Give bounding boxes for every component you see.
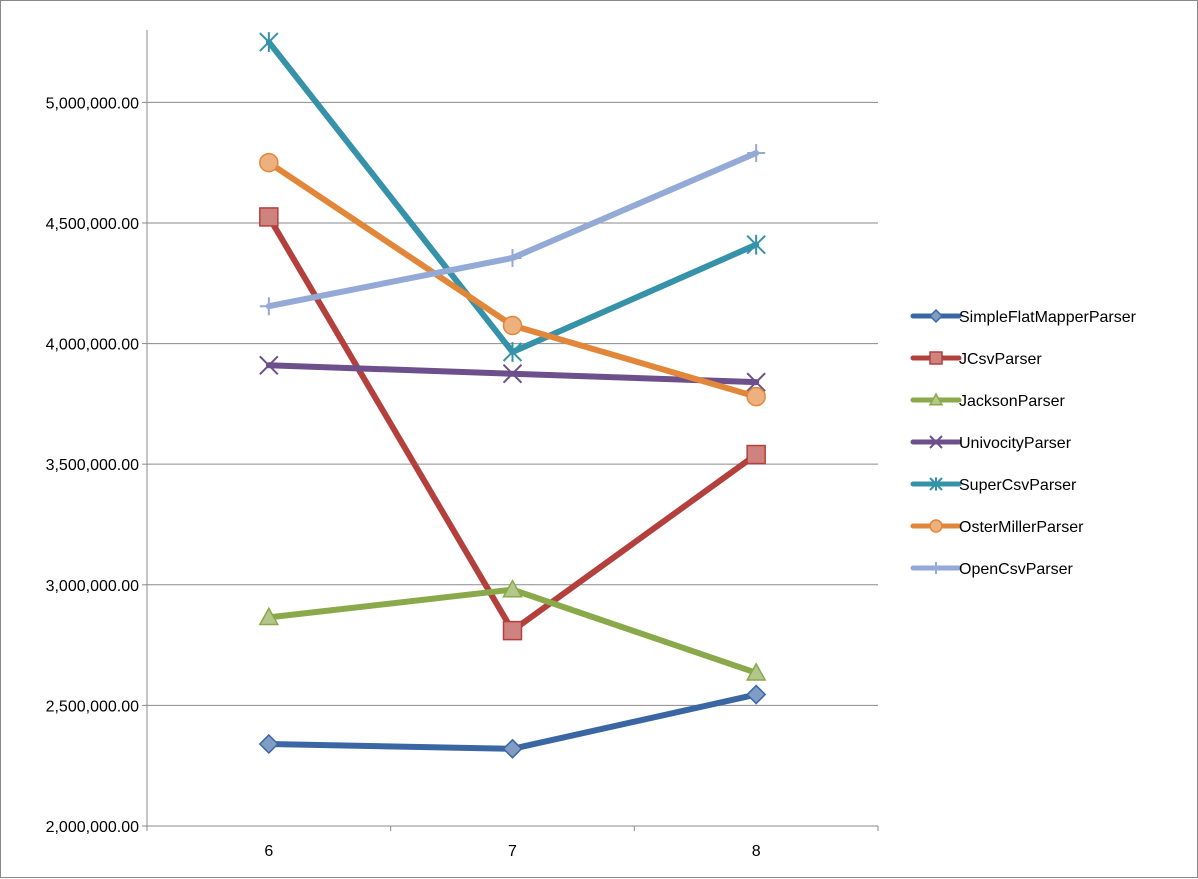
legend-label: OsterMillerParser (959, 519, 1084, 536)
data-point (259, 355, 279, 375)
data-point (259, 152, 279, 173)
data-point (746, 684, 767, 705)
legend-label: SuperCsvParser (959, 477, 1077, 494)
data-point (746, 386, 766, 407)
series-jcsv-parser (259, 207, 766, 641)
legend-marker (930, 562, 942, 574)
legend-item: UnivocityParser (910, 435, 1072, 452)
series-super-csv-parser (259, 32, 766, 362)
y-tick-label: 5,000,000.00 (46, 95, 140, 112)
data-point (746, 444, 766, 465)
legend-label: OpenCsvParser (959, 561, 1073, 578)
y-tick-label: 4,000,000.00 (46, 337, 140, 354)
series-jackson-parser (258, 579, 767, 681)
data-point (259, 32, 279, 52)
data-point (502, 738, 523, 759)
legend-item: OpenCsvParser (910, 561, 1073, 578)
data-point (747, 144, 766, 163)
data-point (259, 297, 278, 316)
legend-item: SimpleFlatMapperParser (910, 308, 1137, 326)
data-point (258, 606, 280, 626)
y-tick-label: 3,000,000.00 (46, 578, 140, 595)
data-point (258, 733, 279, 755)
legend-item: SuperCsvParser (910, 477, 1077, 494)
legend-label: JCsvParser (959, 351, 1042, 368)
x-axis-ticks: 6 7 8 (146, 826, 879, 860)
y-tick-label: 4,500,000.00 (46, 216, 140, 233)
series-line (265, 39, 760, 356)
legend-marker (928, 308, 944, 324)
data-point (502, 364, 523, 384)
x-tick-label: 7 (508, 843, 517, 860)
legend-marker (929, 477, 943, 491)
legend-marker (929, 519, 943, 533)
y-tick-label: 3,500,000.00 (46, 457, 140, 474)
legend-label: JacksonParser (959, 393, 1065, 410)
data-point (259, 207, 279, 227)
y-tick-label: 2,000,000.00 (46, 819, 140, 836)
legend-label: SimpleFlatMapperParser (959, 309, 1137, 326)
data-point (502, 342, 523, 362)
legend-item: OsterMillerParser (910, 519, 1084, 536)
y-axis-ticks: 2,000,000.00 2,500,000.00 3,000,000.00 3,50… (46, 95, 147, 836)
data-point (746, 234, 766, 255)
legend-label: UnivocityParser (959, 435, 1072, 452)
y-tick-label: 2,500,000.00 (46, 698, 140, 715)
data-point (502, 579, 523, 598)
legend: SimpleFlatMapperParser JCsvParser JacksonP… (910, 308, 1137, 578)
legend-marker (929, 435, 943, 449)
data-point (745, 662, 767, 681)
legend-item: JCsvParser (910, 351, 1042, 368)
series-univocity-parser (259, 355, 766, 392)
data-point (503, 248, 522, 267)
data-point (746, 372, 766, 392)
data-point (502, 315, 523, 336)
gridlines (147, 101, 878, 706)
series-oster-miller-parser (259, 152, 766, 407)
series-line (265, 150, 760, 310)
legend-marker (929, 351, 943, 365)
x-tick-label: 8 (752, 843, 761, 860)
series-simple-flat-mapper-parser (258, 684, 767, 759)
legend-marker (928, 392, 944, 406)
legend-item: JacksonParser (910, 392, 1065, 410)
series-open-csv-parser (259, 144, 766, 316)
x-tick-label: 6 (264, 843, 273, 860)
data-point (502, 620, 523, 641)
